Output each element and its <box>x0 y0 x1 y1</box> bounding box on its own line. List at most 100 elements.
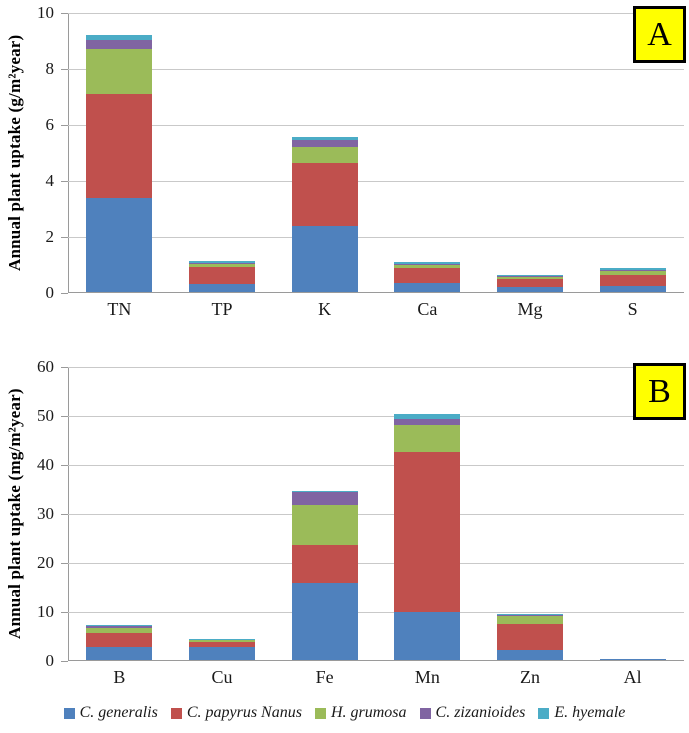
bar-segment <box>188 642 256 647</box>
legend-item: C. papyrus Nanus <box>170 704 302 722</box>
gridline <box>68 611 684 613</box>
category-label: B <box>113 667 126 687</box>
legend-swatch <box>170 707 182 719</box>
gridline <box>68 562 684 564</box>
y-tick-label: 40 <box>37 455 54 474</box>
category-label: Mn <box>414 667 440 687</box>
legend-swatch <box>314 707 326 719</box>
bar-segment <box>291 147 358 163</box>
y-tick-mark <box>61 562 68 564</box>
bar-segment <box>86 49 153 95</box>
panel-badge-a: A <box>633 6 686 63</box>
legend-swatch <box>419 707 431 719</box>
bar-segment <box>394 413 461 419</box>
y-axis-line <box>68 13 69 293</box>
category-label: Zn <box>519 667 540 687</box>
bar-segment <box>599 286 666 293</box>
y-tick-mark <box>61 292 68 294</box>
y-tick-label: 0 <box>45 283 55 302</box>
y-tick-label: 50 <box>37 406 54 425</box>
y-tick-mark <box>61 464 68 466</box>
plot-area <box>68 12 684 293</box>
legend-item: C. generalis <box>63 704 158 722</box>
y-tick-mark <box>61 513 68 515</box>
bar-segment <box>291 491 358 493</box>
y-tick-label: 6 <box>45 115 55 134</box>
y-tick-labels: 0 2 4 6 8 10 <box>0 4 68 302</box>
gridline <box>68 366 684 368</box>
gridline <box>68 12 684 14</box>
y-tick-label: 2 <box>45 227 55 246</box>
bar-segment <box>394 612 461 661</box>
bar-segment <box>291 225 358 293</box>
bar-segment <box>394 418 461 426</box>
y-tick-label: 0 <box>45 651 55 670</box>
category-label: K <box>318 299 332 319</box>
y-tick-mark <box>61 366 68 368</box>
bar-segment <box>86 632 153 647</box>
panel-badge-b: B <box>633 363 686 420</box>
bar-segment <box>599 267 666 270</box>
legend-item: E. hyemale <box>538 704 625 722</box>
y-tick-mark <box>61 12 68 14</box>
category-label: Mg <box>517 299 543 319</box>
y-tick-label: 20 <box>37 553 54 572</box>
bar-segment <box>599 274 666 286</box>
bar-segment <box>496 279 564 287</box>
gridline <box>68 236 684 238</box>
legend-item: H. grumosa <box>314 704 407 722</box>
bar-segment <box>86 35 153 40</box>
bar-segment <box>188 646 256 661</box>
bar-segment <box>188 263 256 268</box>
bar-segment <box>291 505 358 545</box>
gridline <box>68 124 684 126</box>
category-label: Al <box>623 667 642 687</box>
bar-segment <box>496 276 564 279</box>
bar-segment <box>291 140 358 148</box>
legend-swatch <box>63 707 75 719</box>
bar-segment <box>394 283 461 293</box>
bar-segment <box>86 197 153 293</box>
legend-label: E. hyemale <box>554 704 626 721</box>
bar-segment <box>291 492 358 506</box>
bar-segment <box>599 269 666 271</box>
bar-segment <box>188 284 256 293</box>
bar-segment <box>496 649 564 661</box>
y-tick-mark <box>61 68 68 70</box>
plot-area <box>68 366 684 661</box>
bar-segment <box>394 425 461 453</box>
y-tick-label: 10 <box>37 602 54 621</box>
bar-segment <box>394 268 461 284</box>
gridline <box>68 513 684 515</box>
bar-segment <box>86 646 153 661</box>
bar-segment <box>291 582 358 661</box>
bar-segment <box>496 286 564 293</box>
bar-segment <box>394 264 461 269</box>
y-tick-label: 4 <box>45 171 55 190</box>
bar-segment <box>188 639 256 643</box>
bar-segment <box>291 137 358 141</box>
bar-segment <box>394 452 461 612</box>
bar-segment <box>599 658 666 661</box>
category-label: S <box>627 299 638 319</box>
bar-segment <box>86 94 153 198</box>
category-label: TN <box>107 299 132 319</box>
gridline <box>68 68 684 70</box>
bar-segment <box>394 263 461 265</box>
panel-a: Annual plant uptake (g/m²year) 0 2 4 6 8 10 T… <box>0 0 689 330</box>
legend-label: C. generalis <box>79 704 158 721</box>
category-label: Ca <box>417 299 438 319</box>
bar-segment <box>86 625 153 626</box>
bar-segment <box>188 261 256 263</box>
legend: C. generalis C. papyrus Nanus H. grumosa C.… <box>0 700 689 726</box>
category-label: Cu <box>211 667 233 687</box>
bar-segment <box>188 267 256 285</box>
legend-label: C. papyrus Nanus <box>186 704 302 721</box>
y-tick-mark <box>61 124 68 126</box>
bar-segment <box>86 39 153 50</box>
bar-segment <box>86 627 153 633</box>
legend-label: C. zizanioides <box>435 704 526 721</box>
y-tick-mark <box>61 415 68 417</box>
gridline <box>68 180 684 182</box>
